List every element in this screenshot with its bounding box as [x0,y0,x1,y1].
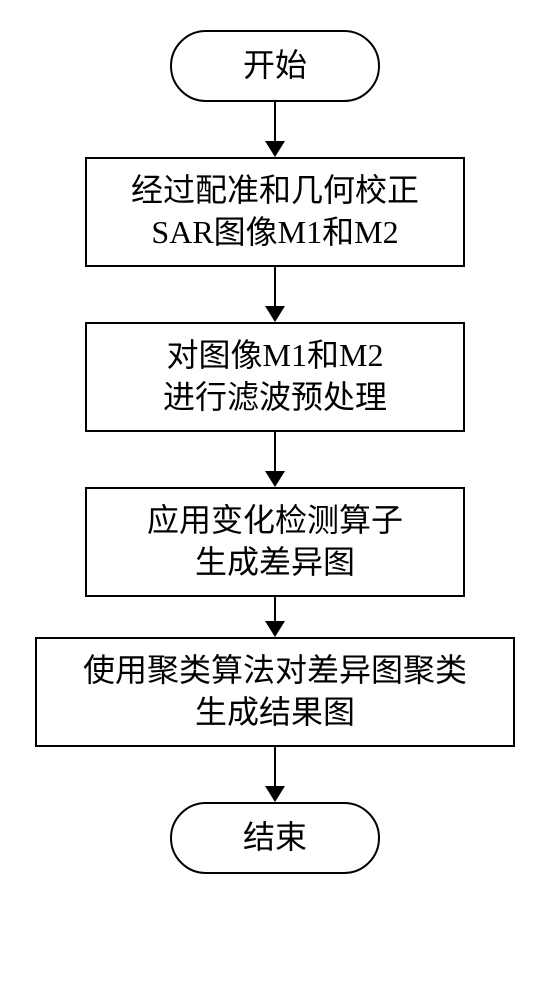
arrow-2 [0,432,550,487]
step4-line1: 使用聚类算法对差异图聚类 [83,650,467,692]
step2-node: 对图像M1和M2 进行滤波预处理 [85,322,465,432]
step2-text: 对图像M1和M2 进行滤波预处理 [163,335,387,418]
start-node: 开始 [170,30,380,102]
step3-text: 应用变化检测算子 生成差异图 [147,500,403,583]
end-label: 结束 [243,817,307,859]
step2-line2: 进行滤波预处理 [163,377,387,419]
arrow-line [274,267,276,306]
arrow-1 [0,267,550,322]
step3-line1: 应用变化检测算子 [147,500,403,542]
arrow-line [274,102,276,141]
arrow-head [265,471,285,487]
arrow-line [274,432,276,471]
end-node: 结束 [170,802,380,874]
step3-line2: 生成差异图 [147,542,403,584]
flowchart-container: 开始 经过配准和几何校正 SAR图像M1和M2 对图像M1和M2 进行滤波预处理… [0,0,550,1000]
arrow-line [274,747,276,786]
arrow-head [265,306,285,322]
arrow-0 [0,102,550,157]
step4-line2: 生成结果图 [83,692,467,734]
step1-line2: SAR图像M1和M2 [131,212,419,254]
step1-node: 经过配准和几何校正 SAR图像M1和M2 [85,157,465,267]
arrow-head [265,141,285,157]
arrow-head [265,621,285,637]
arrow-4 [0,747,550,802]
step4-text: 使用聚类算法对差异图聚类 生成结果图 [83,650,467,733]
step3-node: 应用变化检测算子 生成差异图 [85,487,465,597]
step1-line1: 经过配准和几何校正 [131,170,419,212]
arrow-head [265,786,285,802]
arrow-3 [0,597,550,637]
step1-text: 经过配准和几何校正 SAR图像M1和M2 [131,170,419,253]
start-label: 开始 [243,45,307,87]
step2-line1: 对图像M1和M2 [163,335,387,377]
arrow-line [274,597,276,621]
step4-node: 使用聚类算法对差异图聚类 生成结果图 [35,637,515,747]
